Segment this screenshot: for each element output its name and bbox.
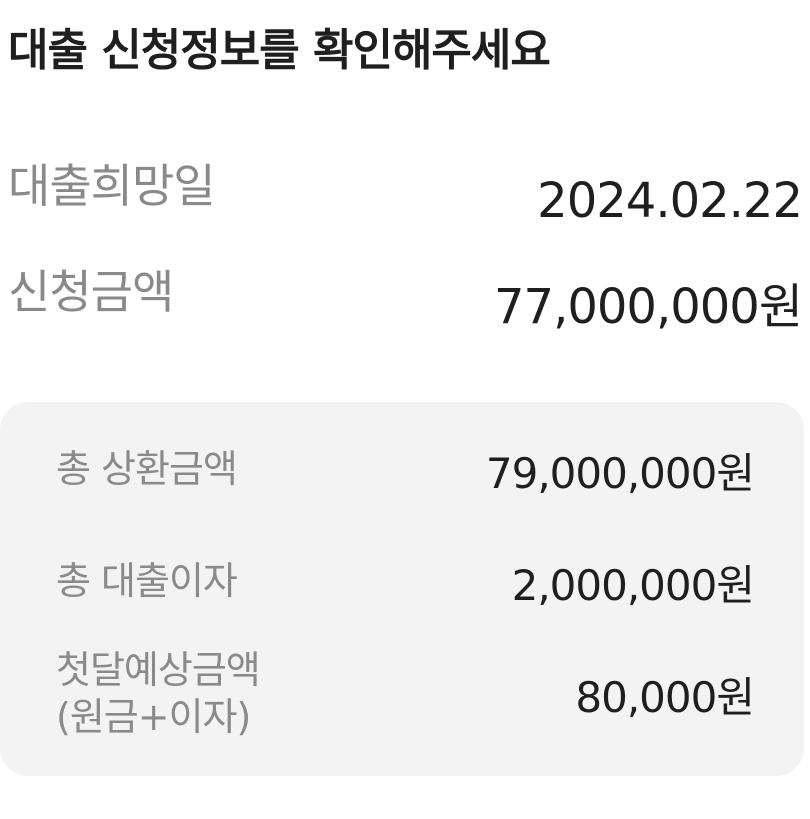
desired-date-label: 대출희망일 [8, 159, 216, 213]
first-month-payment-row: 첫달예상금액 (원금+이자) 80,000원 [56, 634, 755, 754]
requested-amount-value: 77,000,000원 [494, 279, 803, 335]
page-title: 대출 신청정보를 확인해주세요 [8, 25, 551, 76]
total-interest-label: 총 대출이자 [56, 559, 238, 604]
total-interest-row: 총 대출이자 2,000,000원 [56, 552, 755, 612]
total-repayment-value: 79,000,000원 [485, 448, 755, 498]
first-month-label-line2: (원금+이자) [56, 695, 251, 739]
requested-amount-label: 신청금액 [8, 265, 174, 319]
requested-amount-row: 신청금액 77,000,000원 [8, 265, 803, 346]
total-interest-value: 2,000,000원 [511, 560, 755, 610]
total-repayment-label: 총 상환금액 [56, 447, 238, 492]
desired-date-value: 2024.02.22 [537, 173, 803, 229]
first-month-payment-value: 80,000원 [575, 672, 755, 722]
desired-date-row: 대출희망일 2024.02.22 [8, 159, 803, 240]
total-repayment-row: 총 상환금액 79,000,000원 [56, 440, 755, 500]
first-month-label-line1: 첫달예상금액 [56, 647, 261, 692]
repayment-summary-card [0, 402, 804, 776]
first-month-payment-label: 첫달예상금액 (원금+이자) [56, 647, 261, 742]
